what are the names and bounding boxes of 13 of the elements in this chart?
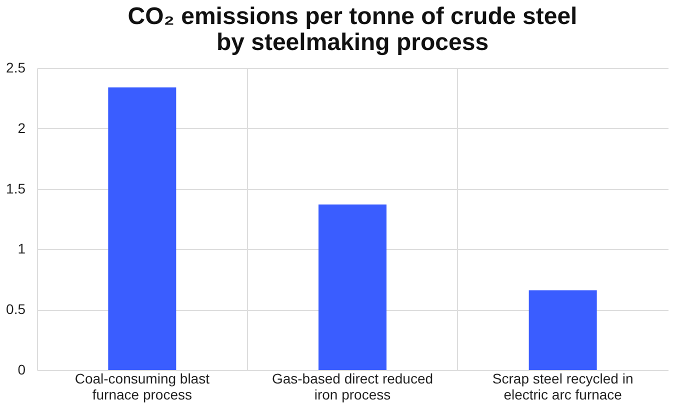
chart-title: CO₂ emissions per tonne of crude steel by steelmaking process (128, 3, 578, 56)
y-tick-label: 0.5 (6, 301, 26, 318)
y-tick-label: 0 (18, 362, 26, 378)
y-tick-label: 2 (18, 120, 26, 136)
y-tick-label: 1.5 (6, 180, 26, 196)
bar (108, 87, 176, 370)
x-tick-label: Gas-based direct reduced iron process (272, 370, 434, 402)
y-tick-label: 1 (18, 240, 26, 257)
x-tick-label: Coal-consuming blast furnace process (74, 370, 210, 402)
bar (318, 204, 386, 370)
x-tick-label: Scrap steel recycled in electric arc furnace (492, 370, 634, 402)
bar (528, 290, 597, 370)
y-tick-label: 2.5 (6, 60, 26, 76)
